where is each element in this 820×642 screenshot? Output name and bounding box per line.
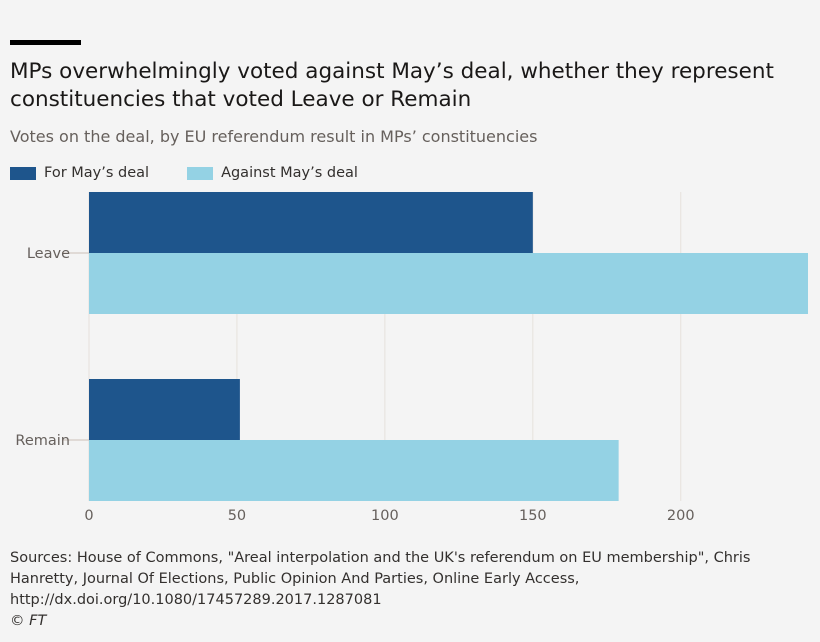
legend-item-against: Against May’s deal xyxy=(187,165,358,181)
y-tick-label: Remain xyxy=(15,433,70,449)
x-tick-label: 150 xyxy=(519,508,547,524)
legend-swatch-for xyxy=(10,166,36,180)
bar-leave-against xyxy=(89,253,808,314)
bar-remain-for xyxy=(89,379,240,440)
legend-label-against: Against May’s deal xyxy=(221,165,358,181)
bar-remain-against xyxy=(89,440,619,501)
header-rule xyxy=(10,40,81,45)
chart-title: MPs overwhelmingly voted against May’s d… xyxy=(10,59,774,112)
bar-leave-for xyxy=(89,192,533,253)
x-tick-label: 200 xyxy=(667,508,695,524)
x-tick-label: 100 xyxy=(371,508,399,524)
source-note: Sources: House of Commons, "Areal interp… xyxy=(10,550,751,608)
x-tick-label: 50 xyxy=(228,508,246,524)
legend-item-for: For May’s deal xyxy=(10,165,149,181)
y-tick-label: Leave xyxy=(27,246,70,262)
footer: Sources: House of Commons, "Areal interp… xyxy=(10,548,815,632)
legend: For May’s deal Against May’s deal xyxy=(10,165,358,181)
chart-subtitle: Votes on the deal, by EU referendum resu… xyxy=(10,127,538,146)
copyright: © FT xyxy=(10,613,47,629)
legend-swatch-against xyxy=(187,166,214,180)
legend-label-for: For May’s deal xyxy=(44,165,150,181)
x-tick-label: 0 xyxy=(84,508,93,524)
